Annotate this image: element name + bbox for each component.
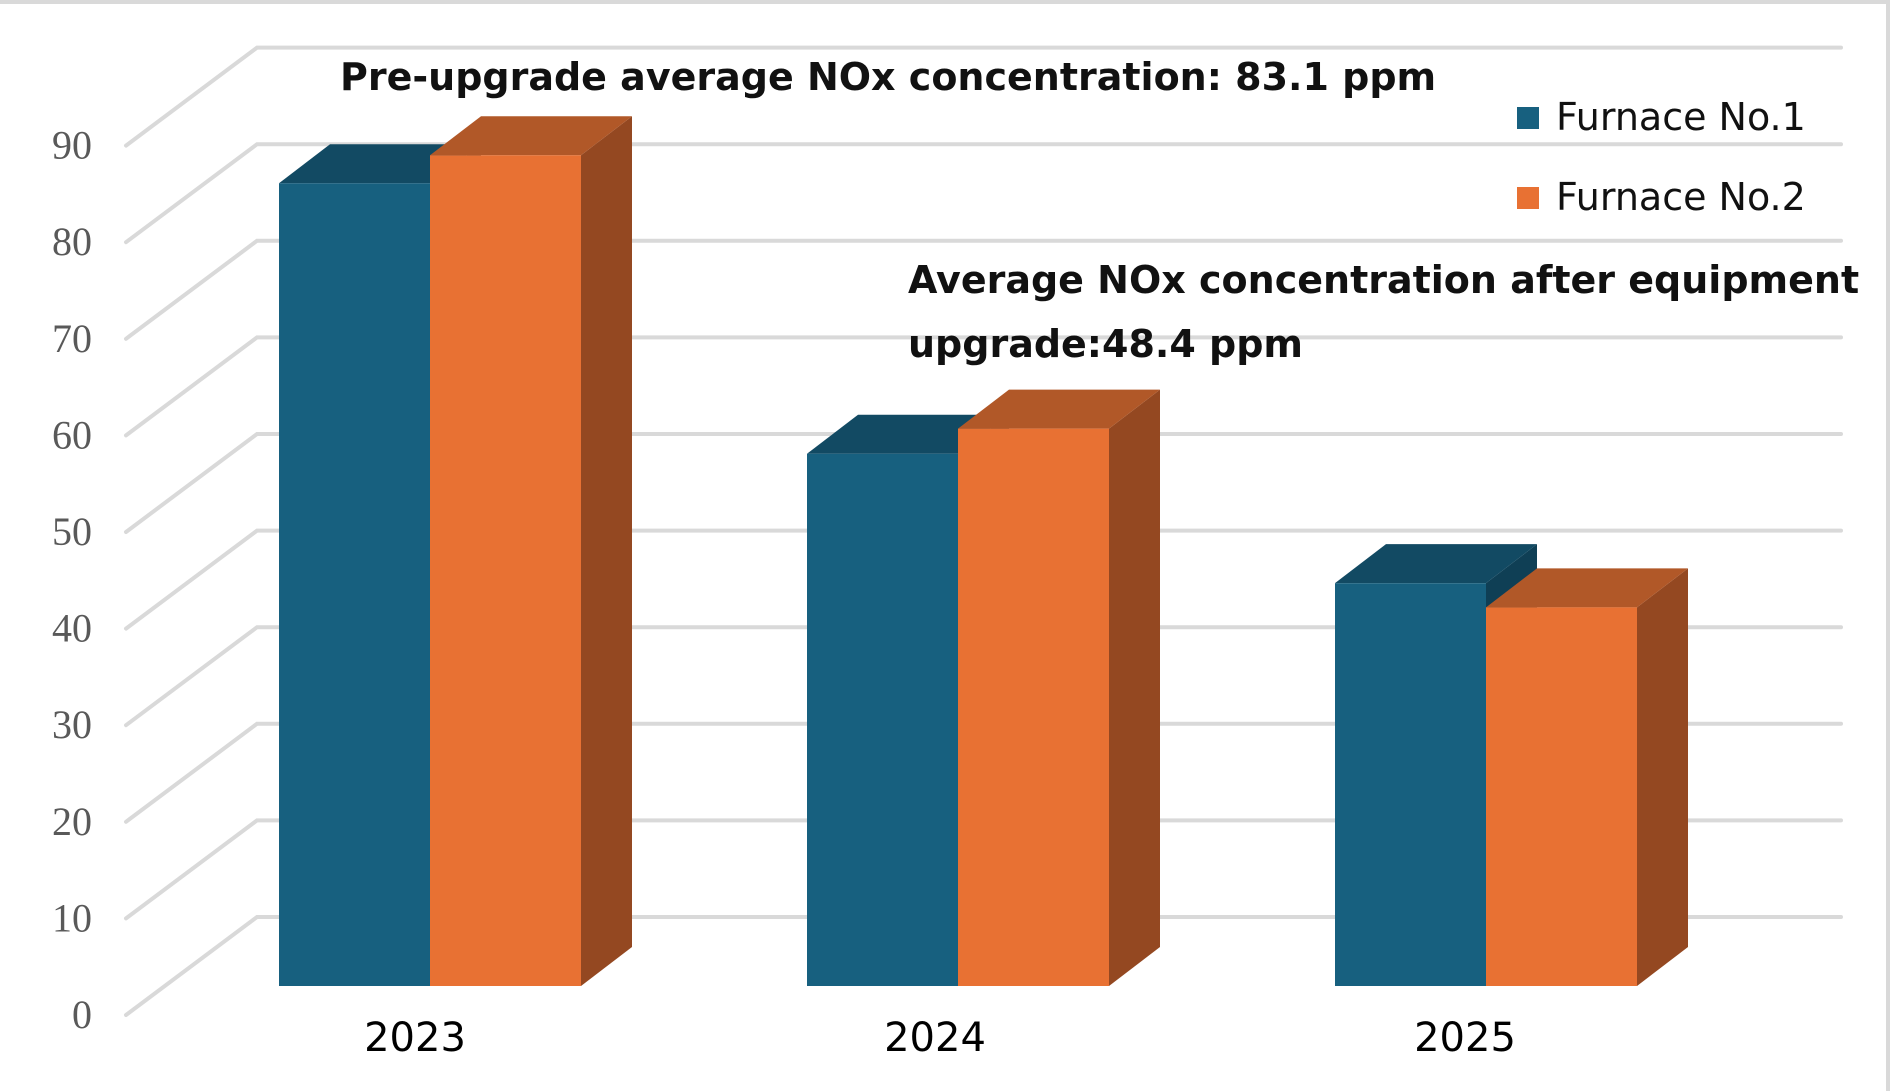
legend-swatch-furnace-1 [1517, 107, 1539, 129]
gridline-10 [124, 818, 1843, 921]
bar-front [1486, 607, 1637, 986]
y-tick-label: 70 [52, 316, 92, 361]
y-tick-label: 80 [52, 219, 92, 264]
y-tick-label: 10 [52, 895, 92, 940]
gridline-30 [124, 625, 1843, 728]
bar-side [1637, 568, 1688, 986]
annotation-post-upgrade-line2: upgrade:48.4 ppm [908, 322, 1303, 366]
y-tick-label: 90 [52, 123, 92, 168]
bar-front [807, 453, 958, 986]
bar-front [958, 428, 1109, 986]
bar-side [1109, 389, 1160, 986]
annotation-post-upgrade-line1: Average NOx concentration after equipmen… [908, 258, 1859, 302]
bar-top [430, 116, 632, 156]
y-tick-label: 60 [52, 412, 92, 457]
y-tick-label: 40 [52, 606, 92, 651]
legend-label-furnace-1: Furnace No.1 [1556, 95, 1806, 139]
bar-2025-furnace-2 [1486, 568, 1688, 986]
bar-2024-furnace-2 [958, 389, 1160, 986]
gridline-70 [124, 238, 1843, 341]
legend-label-furnace-2: Furnace No.2 [1556, 175, 1806, 219]
bar-2023-furnace-2 [430, 116, 632, 987]
gridline-90 [124, 45, 1843, 148]
bar-front [430, 155, 581, 987]
bar-front [279, 183, 430, 986]
annotation-pre-upgrade: Pre-upgrade average NOx concentration: 8… [340, 55, 1436, 99]
gridline-80 [124, 142, 1843, 245]
bar-top [1486, 568, 1688, 608]
gridline-60 [124, 335, 1843, 438]
gridline-20 [124, 721, 1843, 824]
bar-side [581, 116, 632, 987]
x-tick-label-2025: 2025 [1414, 1015, 1516, 1061]
y-tick-label: 20 [52, 799, 92, 844]
bar-front [1335, 583, 1486, 986]
bar-top [1335, 544, 1537, 584]
bars [279, 116, 1688, 987]
legend-swatch-furnace-2 [1517, 187, 1539, 209]
x-axis-ticks: 2023 2024 2025 [364, 1015, 1516, 1061]
x-tick-label-2024: 2024 [884, 1015, 986, 1061]
gridline-40 [124, 528, 1843, 631]
y-axis-ticks: 0 10 20 30 40 50 60 70 80 90 [52, 123, 92, 1037]
x-tick-label-2023: 2023 [364, 1015, 466, 1061]
legend: Furnace No.1 Furnace No.2 [1517, 95, 1806, 219]
gridline-50 [124, 432, 1843, 534]
bar-top [958, 389, 1160, 429]
gridline-0 [124, 915, 1843, 1017]
y-tick-label: 0 [72, 992, 92, 1037]
y-tick-label: 30 [52, 702, 92, 747]
gridlines [124, 45, 1843, 1017]
y-tick-label: 50 [52, 509, 92, 554]
